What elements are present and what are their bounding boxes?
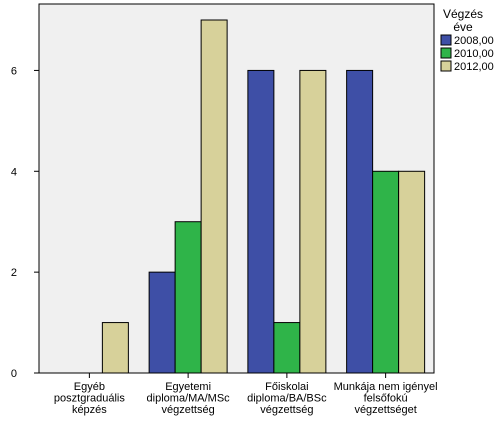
x-category-label-line: diploma/MA/MSc	[147, 393, 231, 405]
y-tick-label: 0	[11, 368, 17, 380]
bar-2012,00-cat-2	[299, 69, 327, 374]
legend-title-line: éve	[453, 20, 473, 34]
x-category-label: Egyetemi diploma/MA/MSc végzettség	[147, 381, 231, 416]
bar-2010,00-cat-1	[174, 221, 202, 374]
bars-group	[101, 19, 426, 374]
x-category-label-line: Munkája nem igényel	[334, 381, 438, 393]
y-tick-label: 4	[11, 166, 17, 178]
bar-2010,00-cat-2	[273, 322, 301, 374]
y-axis: 0 2 4 6	[11, 65, 39, 380]
x-category-label-line: végzettséget	[354, 404, 416, 416]
y-tick-label: 6	[11, 65, 17, 77]
legend-title: Végzés éve	[443, 7, 483, 34]
legend-label-2012,00: 2012,00	[454, 61, 494, 73]
x-category-label: Munkája nem igényel felsőfokú végzettséget	[334, 381, 438, 416]
x-category-label-line: végzettség	[260, 404, 313, 416]
legend-swatch-2008,00	[440, 34, 452, 46]
y-tick-label: 2	[11, 267, 17, 279]
x-category-label-line: Egyéb	[74, 381, 105, 393]
x-category-label-line: képzés	[72, 404, 107, 416]
bar-2008,00-cat-2	[247, 69, 275, 374]
x-category-label-line: Egyetemi	[165, 381, 211, 393]
bar-2008,00-cat-1	[148, 271, 176, 374]
legend-swatch-2012,00	[440, 60, 452, 72]
bar-2012,00-cat-3	[398, 170, 426, 374]
bar-2010,00-cat-3	[372, 170, 400, 374]
x-category-label-line: Főiskolai	[265, 381, 308, 393]
bar-2012,00-cat-0	[101, 322, 129, 374]
x-category-label: Egyéb posztgraduális képzés	[54, 381, 125, 416]
legend-label-2010,00: 2010,00	[454, 48, 494, 60]
legend-title-line: Végzés	[443, 7, 483, 21]
x-category-label-line: végzettség	[162, 404, 215, 416]
x-category-label-line: posztgraduális	[54, 393, 125, 405]
legend-label-2008,00: 2008,00	[454, 35, 494, 47]
bar-2012,00-cat-1	[200, 19, 228, 374]
bar-2008,00-cat-3	[346, 69, 374, 374]
x-category-label-line: diploma/BA/BSc	[247, 393, 327, 405]
x-category-label: Főiskolai diploma/BA/BSc végzettség	[247, 381, 327, 416]
x-category-label-line: felsőfokú	[364, 393, 408, 405]
legend-swatch-2010,00	[440, 47, 452, 59]
